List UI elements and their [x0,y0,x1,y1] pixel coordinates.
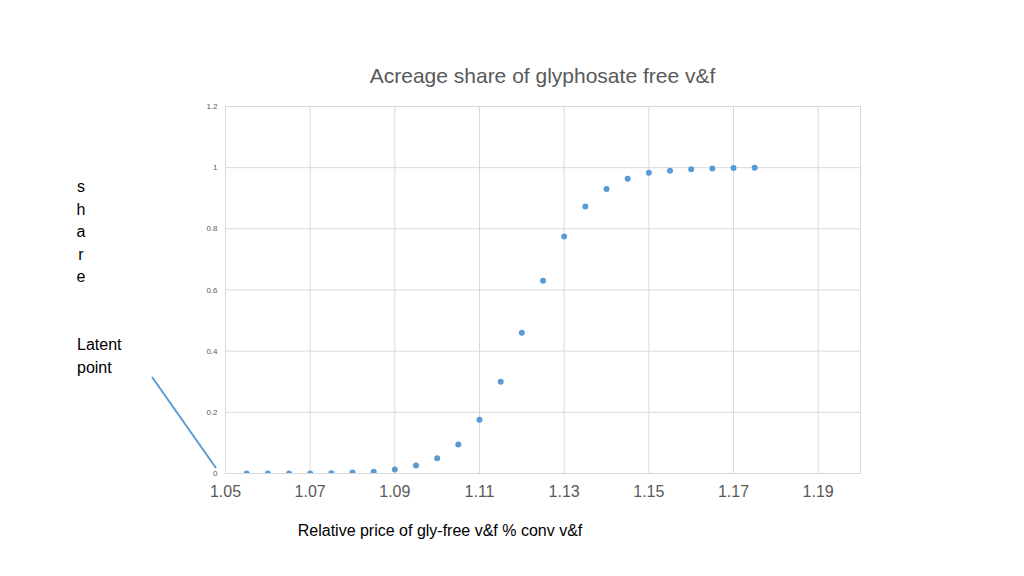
svg-text:1.17: 1.17 [718,483,749,500]
svg-text:1.05: 1.05 [210,483,241,500]
svg-text:0.2: 0.2 [206,408,218,417]
html-text:h: h [76,200,86,218]
html-text:s: s [77,178,85,195]
svg-text:1.19: 1.19 [803,483,834,500]
svg-text:0.4: 0.4 [206,347,218,356]
html-text:r: r [78,245,84,263]
html-text:e: e [76,268,86,285]
svg-text:0.8: 0.8 [206,224,218,233]
html-text:Latent point: Latent point [77,336,122,376]
svg-text:1.15: 1.15 [633,483,664,500]
svg-text:1.11: 1.11 [465,483,495,500]
svg-text:1.09: 1.09 [379,483,410,500]
svg-text:1.2: 1.2 [206,102,218,111]
svg-text:1: 1 [213,163,218,172]
html-text:Relative price of gly-free v&f: Relative price of gly-free v&f % conv v&… [297,522,583,539]
html-text:a: a [76,223,86,240]
html-text:Acreage share of glyphosate fr: Acreage share of glyphosate free v&f [369,64,716,87]
svg-text:0.6: 0.6 [206,286,218,295]
svg-text:1.07: 1.07 [295,483,326,500]
svg-text:0: 0 [213,469,218,478]
svg-text:1.13: 1.13 [549,483,580,500]
